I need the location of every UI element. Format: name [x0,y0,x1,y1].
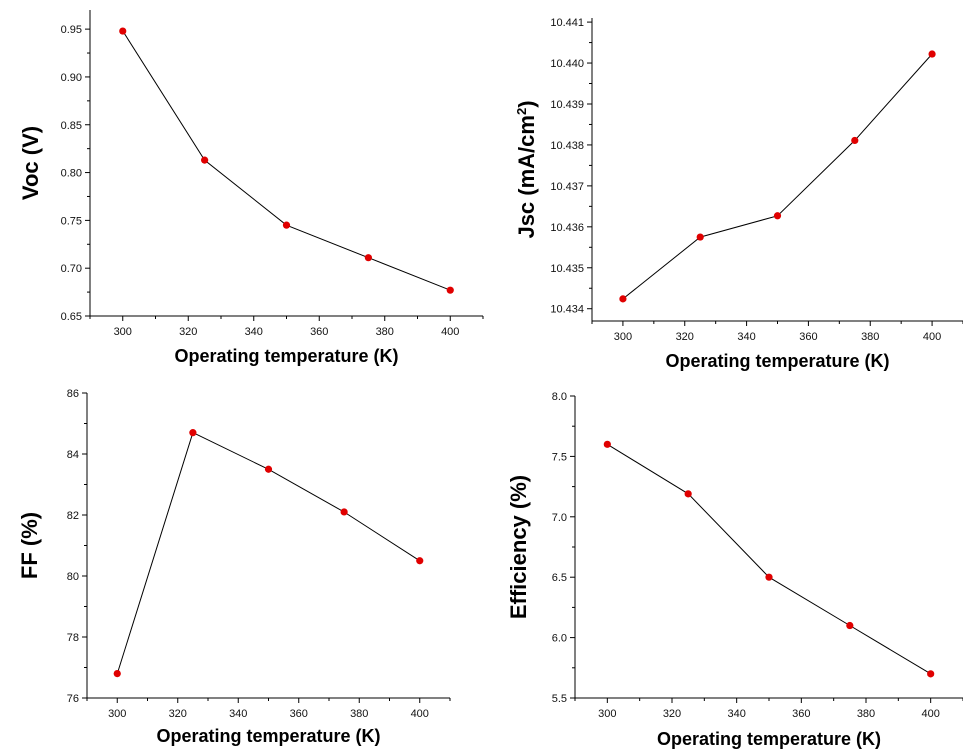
y-axis-title-suffix: ) [514,100,539,107]
y-tick-label: 86 [67,388,79,400]
x-tick-label: 320 [663,708,681,720]
y-tick-label: 5.5 [552,693,567,705]
y-tick-label: 84 [67,449,79,461]
y-axis-title-superscript: 2 [514,108,529,115]
data-point [851,136,859,145]
x-tick-label: 400 [921,708,939,720]
chart-panel-voc: 300 320 340 360 380 400 0.65 0.70 0.75 0.80 0.85 0.… [18,10,484,366]
series-line [622,53,933,300]
data-point [684,490,692,498]
data-point [189,429,197,437]
x-tick-label: 400 [923,331,941,343]
x-tick-label: 320 [179,326,197,338]
x-tick-label: 300 [598,708,616,720]
y-tick-label: 10.434 [550,304,584,316]
x-axis-title: Operating temperature (K) [156,726,380,746]
x-tick-label: 380 [376,326,394,338]
y-tick-label: 78 [67,632,79,644]
data-point [927,670,935,678]
x-tick-label: 380 [350,708,368,720]
data-point [446,286,454,294]
y-tick-label: 10.438 [550,140,584,152]
x-tick-label: 360 [310,326,328,338]
x-tick-label: 380 [857,708,875,720]
y-axis-title: Efficiency (%) [506,475,531,619]
data-point [282,221,291,229]
y-tick-label: 8.0 [552,391,567,403]
data-point [619,295,627,303]
x-tick-label: 360 [799,331,817,343]
y-tick-label: 76 [67,693,79,705]
data-point [364,254,372,262]
x-tick-label: 360 [792,708,810,720]
y-tick-label: 6.0 [552,633,567,645]
y-tick-label: 10.436 [550,222,584,234]
chart-panel-jsc: 300 320 340 360 380 400 10.434 10.435 10.436 10.4… [514,17,963,371]
y-axis-title-text: Efficiency (%) [506,475,531,619]
data-point [264,465,273,473]
x-tick-label: 300 [114,326,132,338]
y-tick-label: 10.437 [550,181,584,193]
y-axis-title-text: FF (%) [17,512,42,579]
data-point [765,573,773,581]
y-tick-label: 7.0 [552,512,567,524]
chart-panel-efficiency: 300 320 340 360 380 400 5.5 6.0 6.5 7.0 7.5 8.0 Oper… [506,391,963,749]
y-axis-title: Jsc (mA/cm2) [514,100,539,238]
x-tick-label: 340 [245,326,263,338]
y-tick-label: 0.65 [61,311,82,323]
y-tick-label: 10.439 [550,99,584,111]
x-tick-label: 340 [229,708,247,720]
data-point [928,50,936,58]
x-tick-label: 340 [737,331,755,343]
data-point [773,212,782,220]
x-tick-label: 360 [290,708,308,720]
x-tick-label: 340 [727,708,745,720]
y-tick-label: 0.70 [61,263,82,275]
x-tick-label: 400 [411,708,429,720]
y-tick-label: 7.5 [552,451,567,463]
y-tick-label: 6.5 [552,572,567,584]
y-tick-label: 10.441 [550,17,584,29]
y-axis-title: Voc (V) [18,126,43,200]
x-axis-title: Operating temperature (K) [174,346,398,366]
y-tick-label: 82 [67,510,79,522]
series-line [607,443,931,675]
y-tick-label: 10.440 [550,58,584,70]
y-tick-label: 0.75 [61,215,82,227]
x-axis-title: Operating temperature (K) [665,351,889,371]
y-tick-label: 80 [67,571,79,583]
data-point [113,670,121,678]
data-point [340,508,348,516]
y-tick-label: 0.90 [61,72,82,84]
y-tick-label: 0.85 [61,120,82,132]
x-tick-label: 380 [861,331,879,343]
chart-panel-ff: 300 320 340 360 380 400 76 78 80 82 84 86 Operating … [17,388,451,746]
y-tick-label: 0.95 [61,24,82,36]
data-point [846,621,854,630]
data-point [603,440,611,448]
x-axis-title: Operating temperature (K) [657,729,881,749]
series-line [122,30,451,291]
data-point [201,156,209,164]
x-tick-label: 320 [676,331,694,343]
data-point [416,557,424,565]
y-axis-title: FF (%) [17,512,42,579]
y-axis-title-text: Jsc (mA/cm [514,115,539,239]
y-tick-label: 10.435 [550,263,584,275]
data-point [119,27,127,35]
x-tick-label: 320 [169,708,187,720]
x-tick-label: 300 [108,708,126,720]
y-tick-label: 0.80 [61,168,82,180]
x-tick-label: 400 [441,326,459,338]
data-point [696,233,704,241]
x-tick-label: 300 [614,331,632,343]
y-axis-title-text: Voc (V) [18,126,43,200]
